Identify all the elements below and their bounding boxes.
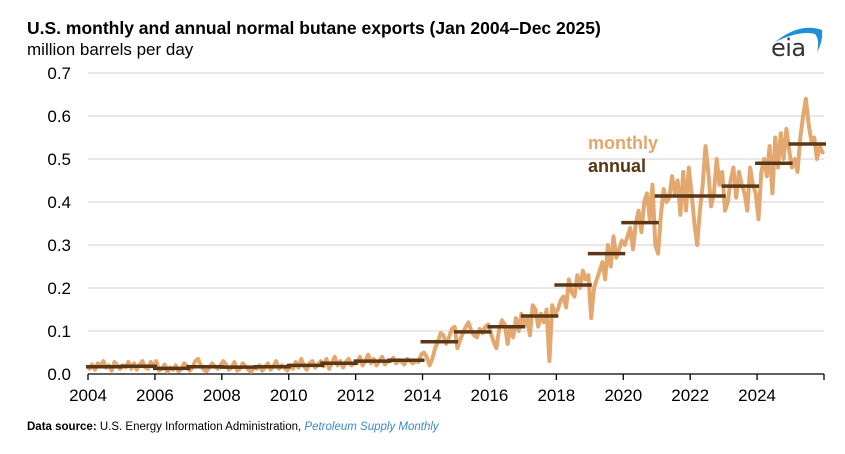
data-source-label: Data source: [27,421,97,433]
x-axis-ticks: 2004 2006 2008 2010 2012 2014 2016 2018 2020 2022… [69,386,776,405]
y-tick-label: 0.2 [47,279,71,298]
data-source-text: U.S. Energy Information Administration, [99,421,302,433]
x-axis [87,373,825,380]
data-source: Data source: U.S. Energy Information Adm… [27,421,439,433]
eia-logo: eia [771,34,806,62]
y-tick-label: 0.4 [47,193,71,212]
y-tick-label: 0.0 [47,365,71,384]
y-tick-label: 0.6 [47,107,71,126]
y-axis-unit-label: million barrels per day [27,40,194,59]
x-tick-label: 2016 [471,386,509,405]
legend-annual: annual [588,156,647,176]
x-tick-label: 2020 [604,386,642,405]
y-axis-ticks: 0.0 0.1 0.2 0.3 0.4 0.5 0.6 0.7 [47,64,71,384]
y-tick-label: 0.5 [47,150,71,169]
data-source-publication-link[interactable]: Petroleum Supply Monthly [304,421,439,433]
x-tick-label: 2012 [337,386,375,405]
x-tick-label: 2024 [738,386,776,405]
gridlines [88,72,824,332]
eia-logo-arc-icon [775,27,823,52]
y-tick-label: 0.7 [47,64,71,83]
x-tick-label: 2008 [203,386,241,405]
x-tick-label: 2022 [671,386,709,405]
x-tick-label: 2018 [537,386,575,405]
x-tick-label: 2010 [270,386,308,405]
y-tick-label: 0.3 [47,236,71,255]
annual-series [86,142,826,371]
x-tick-label: 2006 [136,386,174,405]
monthly-series-line [87,96,825,374]
legend-monthly: monthly [588,133,658,153]
y-tick-label: 0.1 [47,322,71,341]
x-tick-label: 2014 [404,386,442,405]
x-tick-label: 2004 [69,386,107,405]
chart-title: U.S. monthly and annual normal butane ex… [27,18,601,38]
